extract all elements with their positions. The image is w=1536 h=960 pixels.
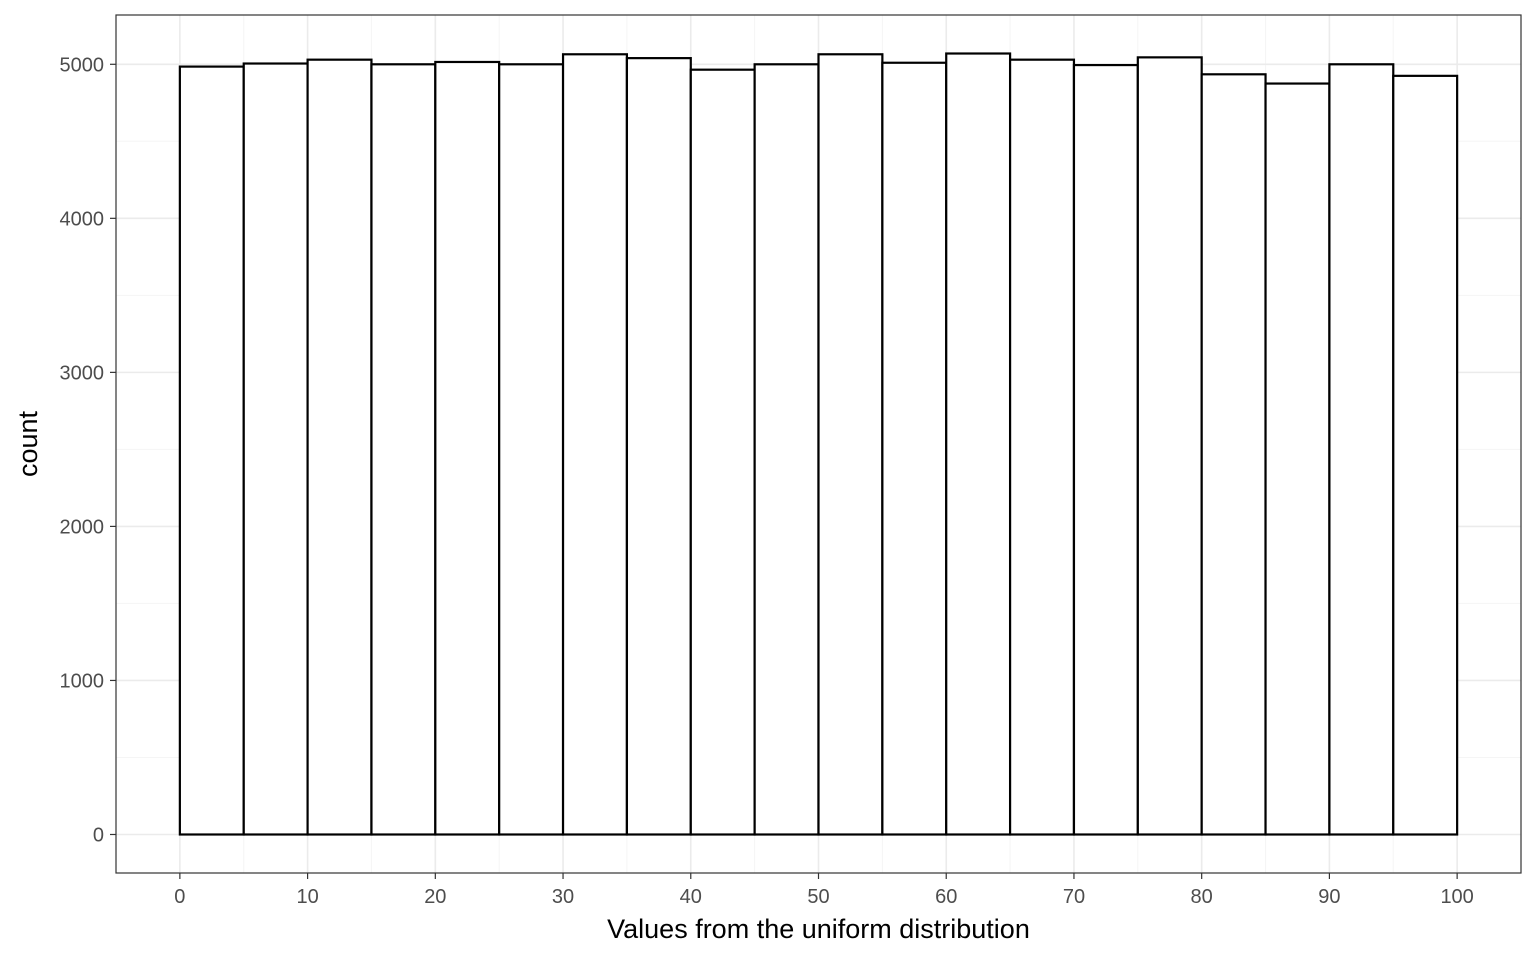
x-axis-title: Values from the uniform distribution [607, 914, 1030, 944]
x-tick-label: 90 [1318, 886, 1340, 908]
x-tick-label: 0 [174, 886, 185, 908]
histogram-bar-6 [561, 53, 629, 836]
x-tick-label: 30 [552, 886, 574, 908]
histogram-bar-5 [498, 63, 565, 836]
x-tick-label: 50 [807, 886, 829, 908]
x-tick-label: 60 [935, 886, 957, 908]
histogram-bar-12 [945, 52, 1012, 836]
histogram-bar-19 [1392, 74, 1459, 836]
histogram-bar-16 [1200, 73, 1267, 836]
histogram-bar-0 [178, 65, 245, 836]
histogram-bar-4 [434, 60, 501, 836]
y-tick-label: 5000 [60, 54, 105, 76]
histogram-bar-9 [753, 63, 820, 836]
histogram-bar-10 [817, 53, 884, 836]
histogram-bar-1 [242, 62, 309, 836]
histogram-bar-7 [625, 57, 692, 836]
y-tick-label: 3000 [60, 362, 105, 384]
histogram-bar-14 [1072, 63, 1139, 836]
y-tick-label: 4000 [60, 208, 105, 230]
x-tick-label: 10 [296, 886, 318, 908]
histogram-bar-13 [1008, 58, 1076, 836]
x-tick-label: 80 [1191, 886, 1213, 908]
y-axis: 0 1000 2000 3000 4000 5000 [60, 54, 116, 846]
y-tick-label: 1000 [60, 670, 105, 692]
histogram-bars [178, 52, 1459, 836]
histogram-bar-3 [370, 63, 437, 836]
x-tick-label: 40 [680, 886, 702, 908]
y-axis-title: count [13, 410, 43, 477]
x-tick-label: 70 [1063, 886, 1085, 908]
x-axis: 0 10 20 30 40 50 60 70 80 90 100 [174, 873, 1474, 908]
histogram-bar-17 [1264, 82, 1331, 836]
histogram-bar-8 [689, 68, 756, 836]
y-tick-label: 2000 [60, 516, 105, 538]
x-tick-label: 20 [424, 886, 446, 908]
histogram-bar-2 [306, 58, 373, 836]
histogram-bar-18 [1328, 63, 1395, 836]
x-tick-label: 100 [1440, 886, 1473, 908]
histogram-bar-15 [1136, 56, 1203, 836]
histogram-bar-11 [881, 61, 948, 836]
y-tick-label: 0 [93, 824, 104, 846]
